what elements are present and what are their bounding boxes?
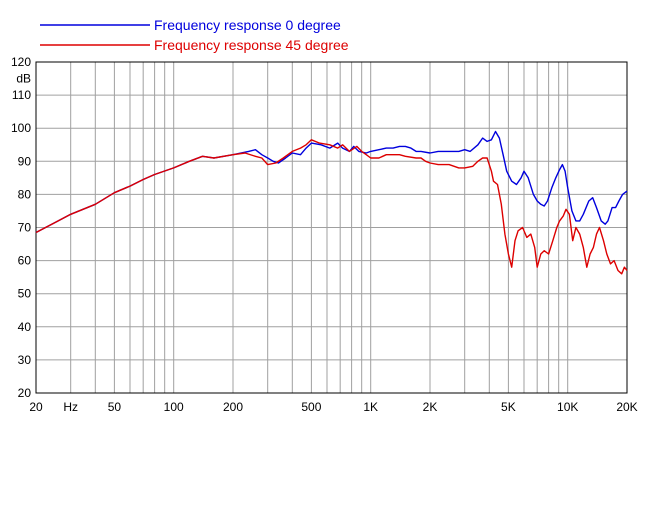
- y-tick-label: 100: [11, 121, 31, 135]
- x-tick-label: 1K: [363, 400, 378, 414]
- y-tick-label: 120: [11, 55, 31, 69]
- x-tick-label: Hz: [63, 400, 78, 414]
- y-tick-label: 30: [18, 353, 32, 367]
- y-tick-label: 20: [18, 386, 32, 400]
- x-tick-label: 50: [108, 400, 122, 414]
- x-tick-label: 200: [223, 400, 243, 414]
- y-tick-label: 70: [18, 221, 32, 235]
- series-line-0: [35, 130, 628, 234]
- grid: [36, 62, 627, 393]
- x-tick-label: 10K: [557, 400, 578, 414]
- x-tick-label: 20K: [616, 400, 637, 414]
- legend-label-0: Frequency response 0 degree: [154, 17, 341, 33]
- y-tick-label: 90: [18, 154, 32, 168]
- x-tick-label: 5K: [501, 400, 516, 414]
- y-tick-label: 80: [18, 187, 32, 201]
- legend: Frequency response 0 degree Frequency res…: [40, 17, 349, 53]
- y-tick-label: 50: [18, 287, 32, 301]
- y-tick-label: 60: [18, 254, 32, 268]
- x-tick-label: 100: [164, 400, 184, 414]
- x-tick-label: 2K: [423, 400, 438, 414]
- x-axis-tick-labels: 20 Hz 50 100 200 500 1K 2K 5K 10K 20K: [29, 400, 637, 414]
- legend-label-1: Frequency response 45 degree: [154, 37, 349, 53]
- y-tick-label: 110: [12, 88, 31, 102]
- x-tick-label: 500: [301, 400, 321, 414]
- y-axis-tick-labels: 20 30 40 50 60 70 80 90 100 110 120: [11, 55, 31, 400]
- series-layer: [35, 130, 628, 275]
- plot-frame: [35, 61, 628, 394]
- x-tick-label: 20: [29, 400, 43, 414]
- series-line-1: [35, 139, 628, 275]
- y-axis-unit-label: dB: [16, 72, 31, 86]
- y-tick-label: 40: [18, 320, 32, 334]
